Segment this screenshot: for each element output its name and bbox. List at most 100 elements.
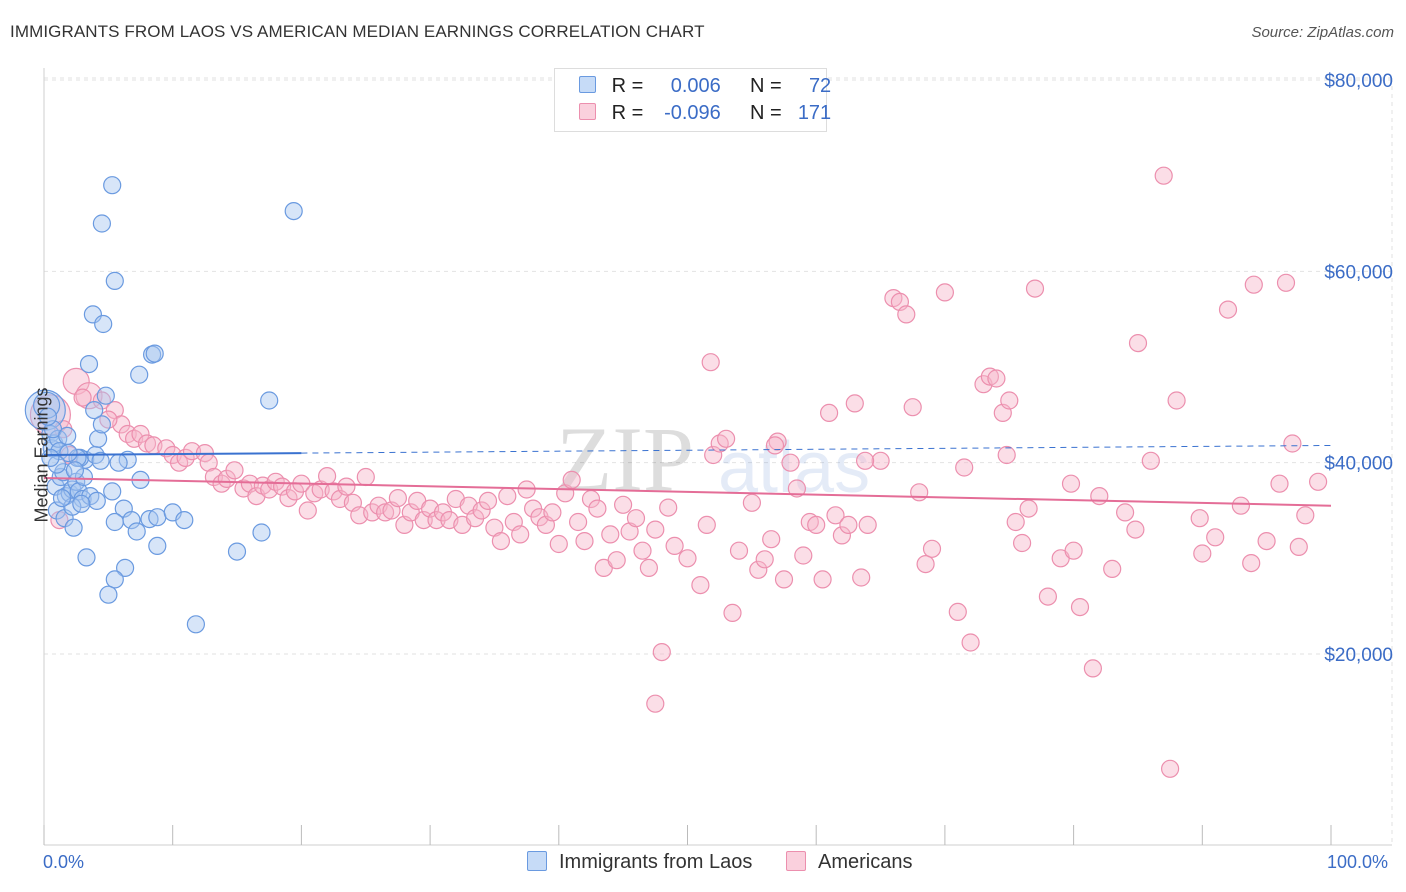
americans-point	[1257, 531, 1276, 551]
americans-point	[691, 575, 710, 595]
americans-point	[337, 477, 356, 496]
x-min-label: 0.0%	[43, 852, 85, 872]
x-max-label: 100.0%	[1327, 852, 1389, 872]
laos-point	[148, 536, 167, 556]
americans-point	[137, 434, 157, 453]
americans-point	[765, 436, 785, 455]
americans-point	[910, 483, 929, 502]
axis-layer	[43, 68, 1392, 846]
americans-point	[491, 531, 510, 551]
americans-point	[980, 367, 1000, 386]
laos-point	[92, 415, 112, 434]
laos-point	[91, 451, 110, 470]
legend-item-americans: Americans	[786, 851, 912, 874]
americans-point	[955, 458, 974, 477]
laos-point	[127, 522, 146, 541]
laos-point	[115, 558, 135, 578]
laos-point	[252, 523, 271, 542]
americans-point	[819, 403, 839, 422]
americans-point	[568, 512, 588, 532]
laos-point	[85, 401, 104, 420]
americans-point	[903, 398, 922, 417]
americans-point	[997, 445, 1016, 465]
americans-point	[813, 570, 832, 589]
americans-point	[716, 429, 736, 448]
americans-point	[1103, 559, 1122, 579]
americans-point	[356, 467, 375, 487]
americans-point	[131, 424, 150, 444]
laos-point	[72, 494, 91, 513]
americans-point	[1083, 659, 1103, 678]
americans-points	[29, 166, 1328, 778]
y-tick-label: $60,000	[1324, 262, 1393, 283]
laos-point	[105, 271, 124, 290]
americans-point	[839, 515, 858, 535]
americans-point	[1128, 334, 1148, 353]
americans-point	[1064, 541, 1083, 560]
americans-point	[1115, 503, 1135, 522]
chart-source: Source: ZipAtlas.com	[1251, 24, 1394, 41]
laos-point	[77, 548, 96, 567]
watermark-zip: ZIP	[556, 408, 694, 510]
n-label: N =	[749, 102, 782, 124]
americans-point	[794, 546, 813, 565]
americans-point	[633, 541, 652, 560]
americans-point	[742, 493, 762, 512]
americans-point	[659, 498, 678, 517]
americans-point	[787, 479, 807, 498]
americans-point	[298, 501, 317, 520]
laos-point	[103, 176, 122, 195]
laos-point	[58, 426, 77, 445]
r-value: 0.006	[670, 75, 721, 97]
americans-point	[646, 694, 665, 713]
laos-point	[38, 407, 58, 426]
americans-point	[1038, 587, 1058, 606]
laos-point	[148, 508, 167, 527]
americans-point	[826, 506, 845, 525]
americans-point	[948, 602, 967, 622]
americans-point	[704, 445, 723, 465]
americans-point	[73, 388, 92, 407]
americans-point	[665, 536, 684, 556]
laos-trend-extrapolation	[301, 444, 1332, 454]
laos-trend-line	[43, 452, 302, 457]
r-label: R =	[611, 102, 644, 124]
laos-point	[52, 489, 72, 508]
americans-point	[575, 531, 594, 551]
americans-point	[279, 489, 298, 508]
americans-point	[607, 551, 626, 570]
americans-point	[961, 633, 980, 652]
laos-point	[284, 202, 303, 221]
americans-point	[1289, 537, 1308, 557]
americans-point	[755, 550, 774, 569]
americans-point	[774, 570, 794, 589]
americans-point	[157, 439, 176, 458]
americans-point	[697, 515, 716, 535]
americans-point	[1218, 300, 1238, 319]
americans-point	[1193, 544, 1212, 563]
americans-point	[781, 453, 800, 472]
americans-point	[543, 503, 562, 522]
americans-point	[1019, 499, 1038, 518]
americans-point	[935, 283, 955, 302]
y-axis-title: Median Earnings	[31, 387, 52, 523]
stats-legend: R = 0.006 N = 72 R = -0.096 N = 171	[554, 68, 831, 132]
laos-point	[92, 214, 112, 233]
americans-point	[511, 525, 530, 544]
americans-point	[987, 369, 1006, 388]
americans-point	[225, 461, 244, 480]
americans-point	[701, 353, 720, 372]
americans-point	[652, 642, 671, 662]
laos-point	[109, 453, 128, 472]
americans-point	[858, 515, 877, 535]
americans-point	[1167, 391, 1186, 410]
americans-point	[549, 534, 568, 554]
americans-point	[807, 515, 826, 535]
americans-point	[916, 554, 935, 574]
laos-point	[227, 542, 247, 561]
americans-point	[1061, 474, 1081, 493]
americans-point	[1154, 166, 1173, 185]
americans-swatch	[579, 103, 596, 120]
americans-point	[678, 549, 697, 568]
